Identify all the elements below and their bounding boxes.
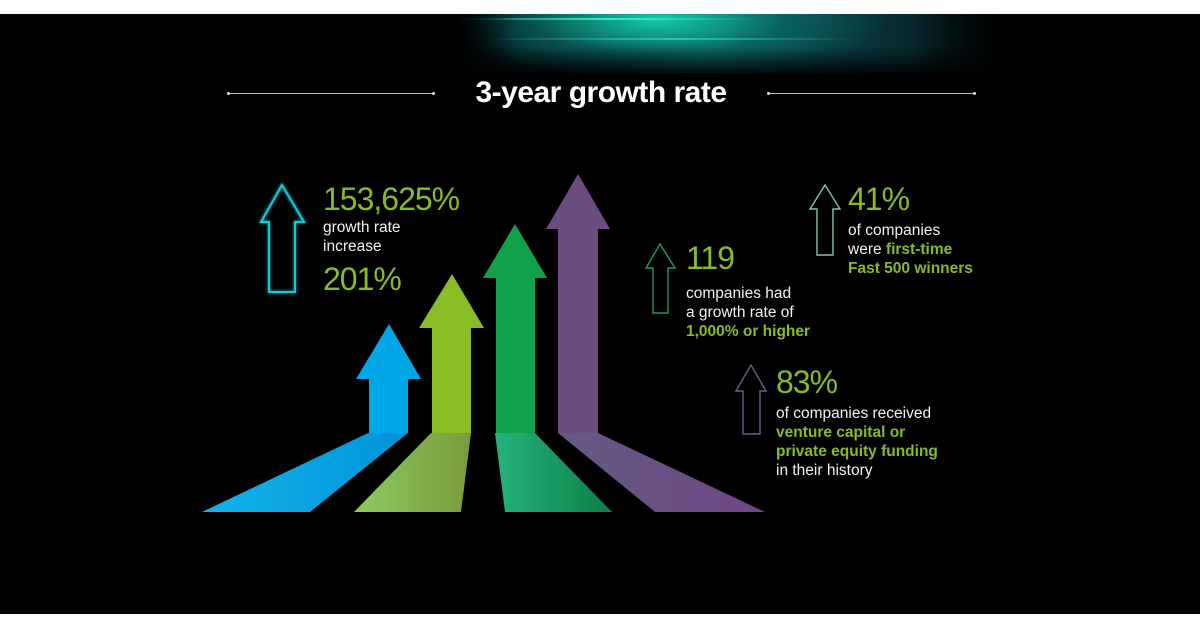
stat-highlight: 1,000% or higher	[686, 323, 811, 340]
stat-label-line: companies had	[686, 285, 792, 302]
stat-label-line: of companies received	[776, 405, 932, 422]
stat-value: 119	[686, 240, 735, 276]
stat-value: 153,625%	[323, 181, 460, 217]
stat-funding: 83% of companies received venture capita…	[776, 365, 938, 480]
stat-highlight: Fast 500 winners	[848, 260, 973, 277]
green-outline-arrow-icon	[644, 242, 677, 314]
stat-highlight: venture capital or	[776, 424, 906, 441]
stat-value: 41%	[848, 181, 910, 217]
stat-companies-1000: 119 companies had a growth rate of 1,000…	[686, 241, 810, 341]
stat-label-line: of companies	[848, 222, 941, 239]
stat-label-line: increase	[323, 238, 382, 255]
cyan-outline-arrow-icon	[259, 183, 306, 293]
stat-label: companies had a growth rate of 1,000% or…	[686, 284, 810, 341]
purple-arrow-icon	[546, 174, 610, 433]
lime-arrow-floor	[354, 433, 471, 512]
purple-arrow-floor	[558, 433, 765, 512]
stat-label-line: in their history	[776, 462, 873, 479]
stat-label: of companies were first-time Fast 500 wi…	[848, 221, 973, 278]
stat-growth-increase: 153,625% growth rate increase 201%	[323, 181, 460, 297]
infographic-canvas	[0, 14, 1200, 614]
green-arrow-floor	[495, 433, 612, 512]
stat-label-line: a growth rate of	[686, 304, 794, 321]
stat-first-time-winners: 41% of companies were first-time Fast 50…	[848, 182, 973, 278]
purple-outline-arrow-icon	[734, 363, 768, 435]
teal-outline-arrow-icon	[808, 183, 842, 256]
title-rule-right	[767, 92, 976, 95]
stat-value: 83%	[776, 364, 838, 400]
banner-fade	[457, 14, 517, 73]
banner-fade	[910, 14, 1000, 73]
stat-highlight: first-time	[885, 241, 953, 258]
blue-arrow-floor	[202, 433, 408, 512]
lime-arrow-icon	[419, 274, 484, 433]
blue-arrow-icon	[356, 324, 421, 433]
light-streak	[497, 38, 857, 40]
stat-label: of companies received venture capital or…	[776, 404, 938, 480]
stat-label-line: growth rate	[323, 219, 401, 236]
page-title: 3-year growth rate	[475, 76, 727, 109]
stat-secondary-value: 201%	[323, 261, 402, 297]
light-streak	[457, 18, 757, 20]
stat-label-line: were first-time	[848, 240, 973, 259]
title-rule-left	[227, 92, 435, 95]
title-row: 3-year growth rate	[0, 76, 1200, 114]
stat-highlight: private equity funding	[776, 443, 938, 460]
stat-label: growth rate increase	[323, 218, 459, 256]
stat-label-text: were	[848, 241, 886, 258]
green-arrow-icon	[483, 224, 547, 433]
teal-glow-banner	[457, 14, 1000, 73]
